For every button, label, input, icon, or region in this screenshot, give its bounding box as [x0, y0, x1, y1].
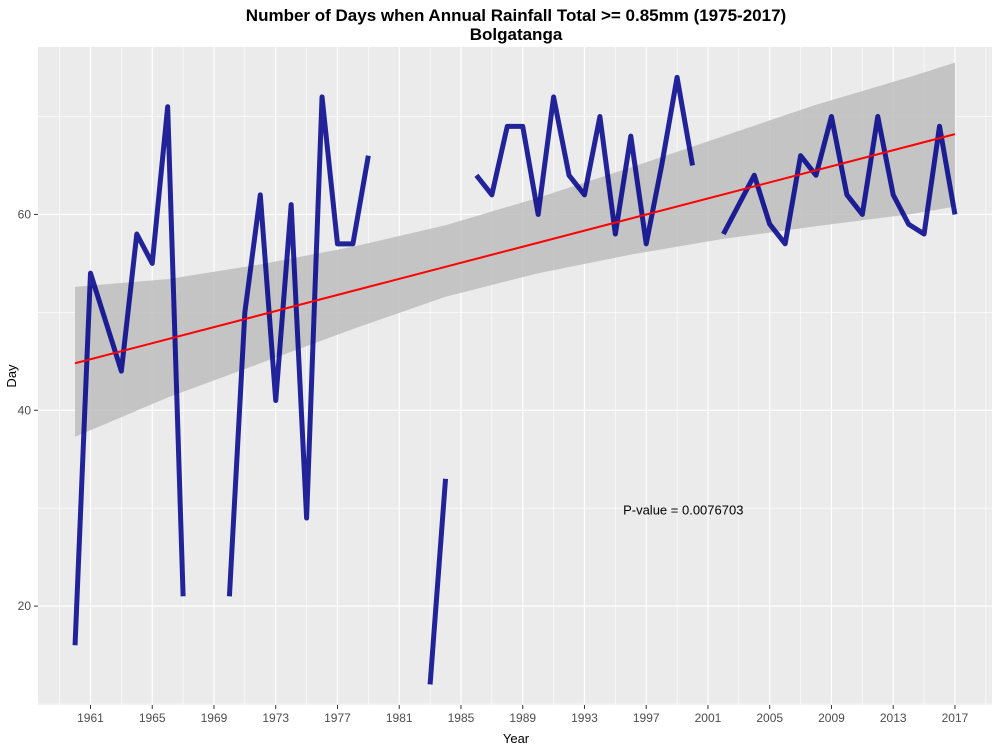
- y-tick-label: 20: [18, 599, 32, 613]
- series-line-segment: [721, 114, 958, 247]
- chart-title: Number of Days when Annual Rainfall Tota…: [246, 6, 786, 25]
- x-tick-label: 1973: [262, 711, 289, 725]
- x-tick-label: 1989: [509, 711, 536, 725]
- x-tick-label: 1965: [139, 711, 166, 725]
- series-line-segment: [72, 104, 186, 646]
- series-line-segment: [427, 478, 449, 685]
- y-tick-label: 60: [18, 207, 32, 221]
- x-tick-label: 1997: [633, 711, 660, 725]
- x-tick-label: 1969: [201, 711, 228, 725]
- chart-subtitle: Bolgatanga: [470, 25, 563, 44]
- x-tick-label: 1981: [386, 711, 413, 725]
- series-layer: [72, 74, 958, 685]
- x-tick-label: 2001: [695, 711, 722, 725]
- x-tick-label: 1961: [77, 711, 104, 725]
- x-tick-label: 2017: [942, 711, 969, 725]
- trend-layer: [74, 133, 956, 365]
- x-tick-label: 2005: [756, 711, 783, 725]
- y-axis-label: Day: [4, 364, 19, 388]
- x-tick-label: 2013: [880, 711, 907, 725]
- x-axis-label: Year: [503, 731, 530, 746]
- x-tick-label: 1985: [448, 711, 475, 725]
- annotation-layer: P-value = 0.0076703: [623, 503, 743, 518]
- axis-layer: 1961 1965 1969 1973 1977 1981 1985 1989 1993 1997…: [18, 207, 969, 725]
- x-tick-label: 1977: [324, 711, 351, 725]
- p-value-annotation: P-value = 0.0076703: [623, 503, 743, 518]
- x-tick-label: 2009: [818, 711, 845, 725]
- series-line-segment: [474, 74, 695, 247]
- trend-line: [74, 133, 956, 365]
- y-tick-label: 40: [18, 403, 32, 417]
- x-tick-label: 1993: [571, 711, 598, 725]
- series-line-segment: [226, 94, 371, 597]
